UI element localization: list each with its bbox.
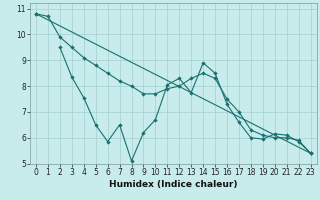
X-axis label: Humidex (Indice chaleur): Humidex (Indice chaleur) [109, 180, 237, 189]
